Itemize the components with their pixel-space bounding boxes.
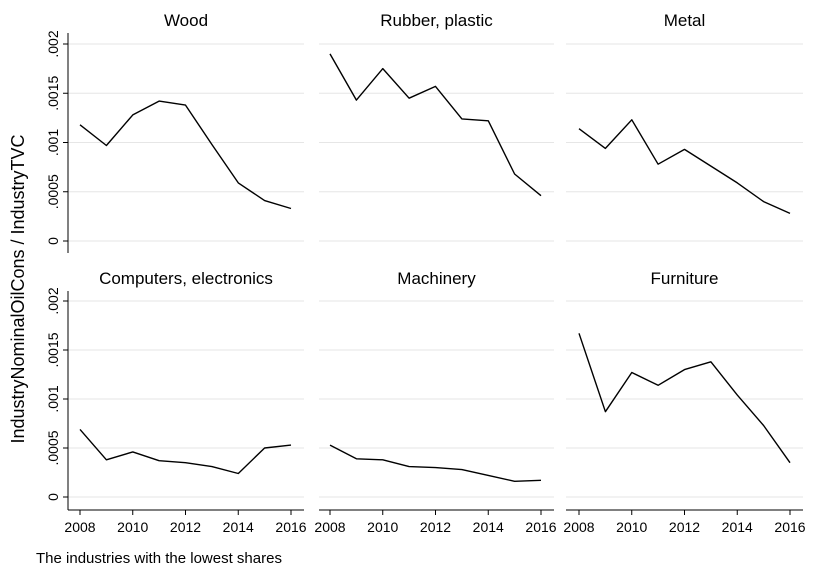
series-line: [79, 428, 292, 475]
y-tick-label: .001: [45, 129, 61, 156]
x-tick-label: 2008: [314, 519, 345, 535]
y-tick-label: .0005: [45, 174, 61, 209]
panel-title: Metal: [664, 11, 706, 30]
x-tick-label: 2012: [170, 519, 201, 535]
y-tick-label: 0: [45, 237, 61, 245]
x-tick-label: 2010: [367, 519, 398, 535]
x-tick-label: 2016: [275, 519, 306, 535]
y-tick-label: .002: [45, 30, 61, 57]
x-tick-label: 2012: [420, 519, 451, 535]
y-axis-title: IndustryNominalOilCons / IndustryTVC: [8, 134, 28, 443]
y-tick-label: .0015: [45, 76, 61, 111]
panel-furniture: Furniture: [566, 269, 803, 498]
x-tick-label: 2014: [722, 519, 753, 535]
x-tick-label: 2008: [563, 519, 594, 535]
panel-rubber-plastic: Rubber, plastic: [319, 11, 554, 242]
x-tick-label: 2010: [616, 519, 647, 535]
series-line: [79, 100, 292, 210]
panel-title: Rubber, plastic: [380, 11, 493, 30]
panel-title: Wood: [164, 11, 208, 30]
x-tick-label: 2014: [223, 519, 254, 535]
chart-note: The industries with the lowest shares: [36, 550, 282, 567]
panel-title: Furniture: [650, 269, 718, 288]
series-line: [329, 53, 542, 197]
panel-metal: Metal: [566, 11, 803, 242]
y-tick-label: .0005: [45, 430, 61, 465]
y-tick-label: .001: [45, 385, 61, 412]
x-tick-label: 2010: [117, 519, 148, 535]
x-tick-label: 2016: [774, 519, 805, 535]
y-tick-label: .002: [45, 287, 61, 314]
series-line: [578, 119, 791, 215]
x-tick-label: 2016: [525, 519, 556, 535]
series-line: [578, 333, 791, 464]
panel-wood: Wood: [68, 11, 304, 242]
x-tick-label: 2008: [64, 519, 95, 535]
panel-machinery: Machinery: [319, 269, 554, 498]
panel-computers-electronics: Computers, electronics: [68, 269, 304, 498]
y-tick-label: 0: [45, 493, 61, 501]
series-line: [329, 444, 542, 482]
panel-title: Machinery: [397, 269, 476, 288]
y-tick-label: .0015: [45, 332, 61, 367]
x-tick-label: 2014: [473, 519, 504, 535]
panel-title: Computers, electronics: [99, 269, 273, 288]
x-tick-label: 2012: [669, 519, 700, 535]
